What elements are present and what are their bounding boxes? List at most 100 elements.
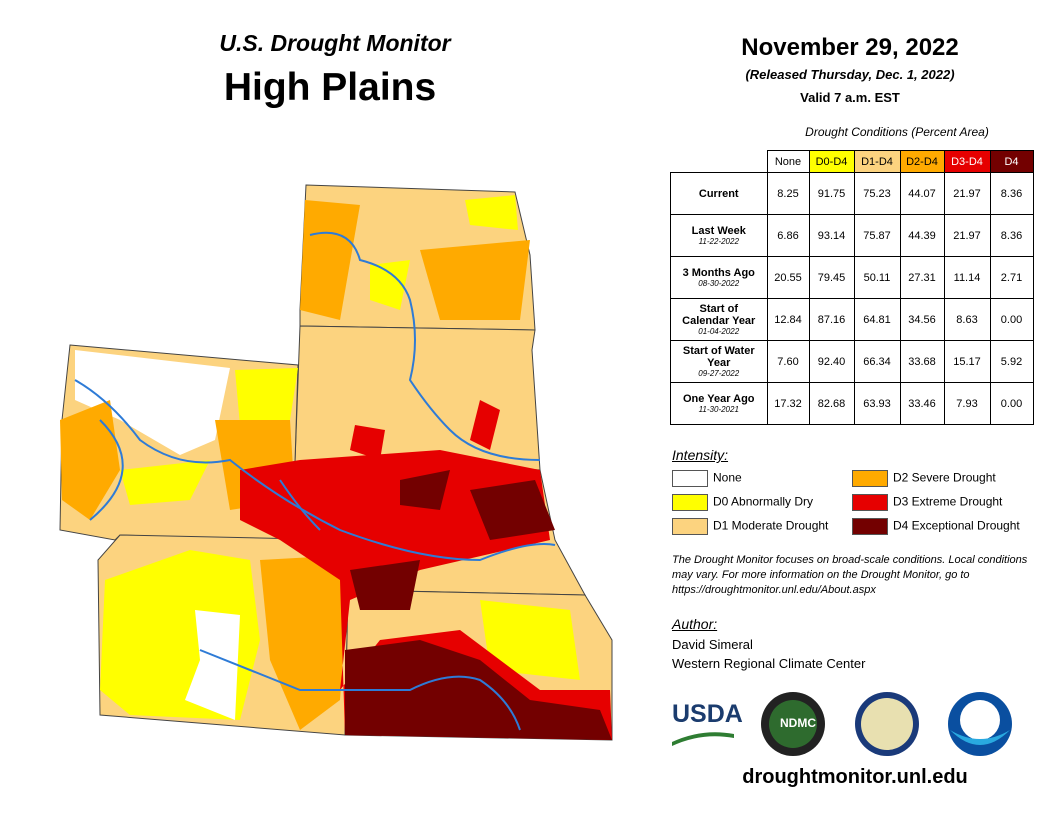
- column-header: D2-D4: [899, 150, 945, 173]
- legend-label: D1 Moderate Drought: [713, 518, 829, 533]
- cell: 92.40: [808, 340, 855, 383]
- cell: 93.14: [808, 214, 855, 257]
- author-label: Author:: [672, 616, 718, 632]
- table-row: Current 8.25 91.75 75.23 44.07 21.97 8.36: [670, 172, 1034, 215]
- cell: 33.68: [899, 340, 945, 383]
- cell: 63.93: [853, 382, 901, 425]
- legend-item: None: [672, 470, 742, 487]
- row-label: Start of Calendar Year: [682, 302, 756, 327]
- cell: 5.92: [989, 340, 1034, 383]
- legend-label: D4 Exceptional Drought: [893, 518, 1020, 533]
- table-row: 3 Months Ago 08-30-2022 20.55 79.45 50.11 27.…: [670, 256, 1034, 299]
- cell: 87.16: [808, 298, 855, 341]
- cell: 34.56: [899, 298, 945, 341]
- cell: 6.86: [766, 214, 810, 257]
- row-header: Start of Calendar Year 01-04-2022: [670, 298, 768, 341]
- cell: 64.81: [853, 298, 901, 341]
- author-name: David Simeral: [672, 637, 753, 652]
- legend-item: D2 Severe Drought: [852, 470, 996, 487]
- cell: 17.32: [766, 382, 810, 425]
- header-row: None D0-D4 D1-D4 D2-D4 D3-D4 D4: [671, 150, 1034, 173]
- row-header: One Year Ago 11-30-2021: [670, 382, 768, 425]
- corner: [671, 151, 768, 173]
- legend-item: D3 Extreme Drought: [852, 494, 1002, 511]
- title: U.S. Drought Monitor: [219, 30, 451, 56]
- author-org: Western Regional Climate Center: [672, 656, 866, 671]
- cell: 8.25: [766, 172, 810, 215]
- ndmc-logo: NDMC: [780, 716, 816, 730]
- stats-table: None D0-D4 D1-D4 D2-D4 D3-D4 D4 Current 8.25 91.…: [670, 150, 1034, 425]
- cell: 27.31: [899, 256, 945, 299]
- legend-swatch: [852, 470, 888, 487]
- cell: 11.14: [943, 256, 991, 299]
- column-header: D3-D4: [943, 150, 991, 173]
- legend-swatch: [852, 494, 888, 511]
- table-row: One Year Ago 11-30-2021 17.32 82.68 63.93 33.…: [670, 382, 1034, 425]
- logos: [761, 692, 1012, 756]
- cell: 15.17: [943, 340, 991, 383]
- table-caption: Drought Conditions (Percent Area): [805, 125, 989, 139]
- cell: 91.75: [808, 172, 855, 215]
- cell: 8.63: [943, 298, 991, 341]
- released: (Released Thursday, Dec. 1, 2022): [745, 67, 955, 82]
- legend-label: D3 Extreme Drought: [893, 494, 1003, 509]
- cell: 21.97: [943, 214, 991, 257]
- legend-title: Intensity:: [672, 447, 729, 463]
- legend-item: D0 Abnormally Dry: [672, 494, 813, 511]
- row-header: Start of Water Year 09-27-2022: [670, 340, 768, 383]
- cell: 12.84: [766, 298, 810, 341]
- row-date: 11-22-2022: [698, 236, 739, 246]
- cell: 0.00: [989, 382, 1034, 425]
- valid: Valid 7 a.m. EST: [800, 90, 900, 105]
- footer-url: droughtmonitor.unl.edu: [742, 766, 968, 788]
- cell: 20.55: [766, 256, 810, 299]
- row-header: Current: [670, 172, 768, 215]
- cell: 8.36: [989, 214, 1034, 257]
- usda-logo: USDA: [672, 700, 743, 728]
- row-header: 3 Months Ago 08-30-2022: [670, 256, 768, 299]
- legend-label: D2 Severe Drought: [893, 470, 996, 485]
- cell: 66.34: [853, 340, 901, 383]
- row-label: One Year Ago: [682, 392, 755, 405]
- row-date: 01-04-2022: [698, 326, 740, 336]
- row-label: Current: [698, 187, 739, 200]
- row-label: Last Week: [691, 224, 746, 237]
- legend-swatch: [672, 494, 708, 511]
- legend-swatch: [852, 518, 888, 535]
- column-header: None: [766, 150, 810, 173]
- legend-swatch: [672, 518, 708, 535]
- cell: 44.39: [899, 214, 945, 257]
- usda-swoosh: [672, 732, 734, 746]
- legend-item: D1 Moderate Drought: [672, 518, 828, 535]
- date: November 29, 2022: [741, 34, 959, 61]
- row-label: Start of Water Year: [682, 344, 755, 369]
- cell: 75.87: [853, 214, 901, 257]
- cell: 7.93: [943, 382, 991, 425]
- table-row: Start of Calendar Year 01-04-2022 12.84 87.…: [670, 298, 1034, 341]
- cell: 2.71: [989, 256, 1034, 299]
- legend-item: D4 Exceptional Drought: [852, 518, 1020, 535]
- legend-label: D0 Abnormally Dry: [713, 494, 814, 509]
- note: The Drought Monitor focuses on broad-sca…: [672, 554, 1028, 596]
- cell: 7.60: [766, 340, 810, 383]
- region: High Plains: [223, 66, 437, 109]
- cell: 75.23: [853, 172, 901, 215]
- cell: 33.46: [899, 382, 945, 425]
- cell: 79.45: [808, 256, 855, 299]
- row-date: 08-30-2022: [698, 278, 740, 288]
- legend-swatch: [672, 470, 708, 487]
- table-row: Last Week 11-22-2022 6.86 93.14 75.87 44.39 21…: [670, 214, 1034, 257]
- legend-label: None: [713, 470, 742, 485]
- column-header: D4: [989, 150, 1034, 173]
- cell: 82.68: [808, 382, 855, 425]
- table-row: Start of Water Year 09-27-2022 7.60 92.40 66…: [670, 340, 1034, 383]
- cell: 44.07: [899, 172, 945, 215]
- row-date: 11-30-2021: [698, 404, 739, 414]
- cell: 0.00: [989, 298, 1034, 341]
- row-date: 09-27-2022: [698, 368, 740, 378]
- map: [59, 184, 613, 741]
- column-header: D1-D4: [853, 150, 901, 173]
- row-label: 3 Months Ago: [682, 266, 755, 279]
- cell: 21.97: [943, 172, 991, 215]
